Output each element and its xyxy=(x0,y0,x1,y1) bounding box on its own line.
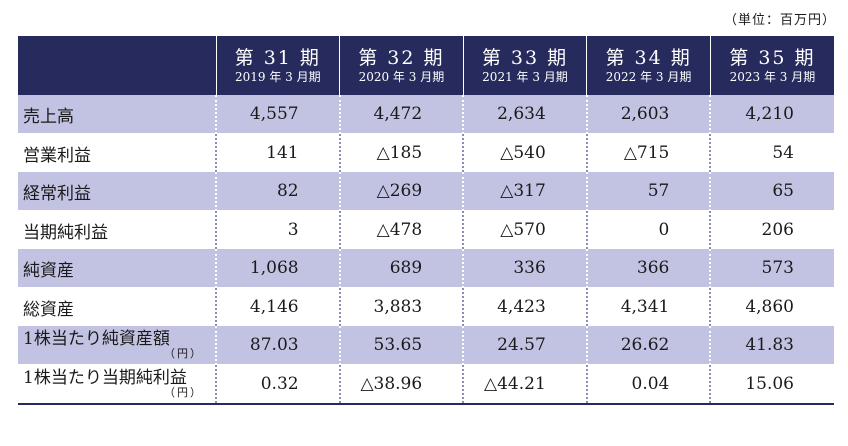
column-header-31: 第 31 期 2019 年 3 月期 xyxy=(215,36,340,95)
row-net-assets-per-share: 1株当たり純資産額 （円） 87.03 53.65 24.57 26.62 41… xyxy=(18,326,834,365)
row-operating-income: 営業利益 141 △185 △540 △715 54 xyxy=(18,133,834,172)
table-cell: 82 xyxy=(215,172,340,211)
table-cell: 4,210 xyxy=(709,95,834,134)
table-cell: 24.57 xyxy=(462,326,587,365)
table-cell: △269 xyxy=(338,172,464,211)
row-label: 営業利益 xyxy=(18,133,216,172)
table-cell: 3,883 xyxy=(338,287,464,326)
table-cell: 26.62 xyxy=(585,326,711,365)
table-cell: 57 xyxy=(585,172,711,211)
period-label: 第 32 期 xyxy=(358,46,445,69)
row-net-assets: 純資産 1,068 689 336 366 573 xyxy=(18,249,834,288)
table-cell: 0.04 xyxy=(585,364,711,405)
table-cell: 573 xyxy=(709,249,834,288)
fiscal-date: 2021 年 3 月期 xyxy=(482,69,568,84)
column-header-32: 第 32 期 2020 年 3 月期 xyxy=(339,36,464,95)
table-cell: 15.06 xyxy=(709,364,834,405)
table-cell: 87.03 xyxy=(215,326,340,365)
table-cell: 4,557 xyxy=(215,95,340,134)
table-cell: 0 xyxy=(585,210,711,249)
table-cell: 54 xyxy=(709,133,834,172)
unit-note: （単位：百万円） xyxy=(723,13,836,28)
table-cell: 689 xyxy=(338,249,464,288)
table-cell: △715 xyxy=(585,133,711,172)
row-label: 経常利益 xyxy=(18,172,216,211)
row-label-unit: （円） xyxy=(164,386,203,399)
row-net-income-per-share: 1株当たり当期純利益 （円） 0.32 △38.96 △44.21 0.04 1… xyxy=(18,364,834,405)
table-cell: △38.96 xyxy=(338,364,464,405)
table-cell: 3 xyxy=(215,210,340,249)
row-ordinary-income: 経常利益 82 △269 △317 57 65 xyxy=(18,172,834,211)
row-label: 純資産 xyxy=(18,249,216,288)
row-net-income: 当期純利益 3 △478 △570 0 206 xyxy=(18,210,834,249)
table-cell: 4,146 xyxy=(215,287,340,326)
row-label: 総資産 xyxy=(18,287,216,326)
table-cell: △317 xyxy=(462,172,587,211)
table-cell: △570 xyxy=(462,210,587,249)
row-label: 売上高 xyxy=(18,95,216,134)
table-cell: 53.65 xyxy=(338,326,464,365)
financial-summary-table: 第 31 期 2019 年 3 月期 第 32 期 2020 年 3 月期 第 … xyxy=(18,36,834,405)
table-cell: 0.32 xyxy=(215,364,340,405)
table-cell: 1,068 xyxy=(215,249,340,288)
table-cell: 141 xyxy=(215,133,340,172)
column-header-34: 第 34 期 2022 年 3 月期 xyxy=(586,36,711,95)
table-cell: △478 xyxy=(338,210,464,249)
column-header-33: 第 33 期 2021 年 3 月期 xyxy=(462,36,587,95)
period-label: 第 35 期 xyxy=(729,46,816,69)
table-cell: 4,860 xyxy=(709,287,834,326)
period-label: 第 34 期 xyxy=(605,46,692,69)
table-cell: 206 xyxy=(709,210,834,249)
row-label: 当期純利益 xyxy=(18,210,216,249)
table-cell: 2,634 xyxy=(462,95,587,134)
row-net-sales: 売上高 4,557 4,472 2,634 2,603 4,210 xyxy=(18,95,834,134)
period-label: 第 31 期 xyxy=(234,46,321,69)
column-header-35: 第 35 期 2023 年 3 月期 xyxy=(709,36,834,95)
table-cell: 4,341 xyxy=(585,287,711,326)
table-cell: 4,472 xyxy=(338,95,464,134)
table-cell: 336 xyxy=(462,249,587,288)
table-header-row: 第 31 期 2019 年 3 月期 第 32 期 2020 年 3 月期 第 … xyxy=(18,36,834,95)
table-cell: △185 xyxy=(338,133,464,172)
table-cell: 366 xyxy=(585,249,711,288)
fiscal-date: 2020 年 3 月期 xyxy=(358,69,445,84)
row-label: 1株当たり当期純利益 （円） xyxy=(18,364,216,405)
row-label-text: 1株当たり純資産額 xyxy=(23,329,170,349)
row-label-unit: （円） xyxy=(164,347,203,360)
table-cell: 4,423 xyxy=(462,287,587,326)
table-cell: △44.21 xyxy=(462,364,587,405)
table-cell: 2,603 xyxy=(585,95,711,134)
row-label-text: 1株当たり当期純利益 xyxy=(23,368,187,388)
row-label: 1株当たり純資産額 （円） xyxy=(18,326,216,365)
table-cell: 41.83 xyxy=(709,326,834,365)
row-total-assets: 総資産 4,146 3,883 4,423 4,341 4,860 xyxy=(18,287,834,326)
table-cell: 65 xyxy=(709,172,834,211)
fiscal-date: 2022 年 3 月期 xyxy=(605,69,692,84)
fiscal-date: 2023 年 3 月期 xyxy=(729,69,816,84)
period-label: 第 33 期 xyxy=(481,46,569,69)
fiscal-date: 2019 年 3 月期 xyxy=(234,69,321,84)
table-cell: △540 xyxy=(462,133,587,172)
header-corner xyxy=(18,36,216,95)
